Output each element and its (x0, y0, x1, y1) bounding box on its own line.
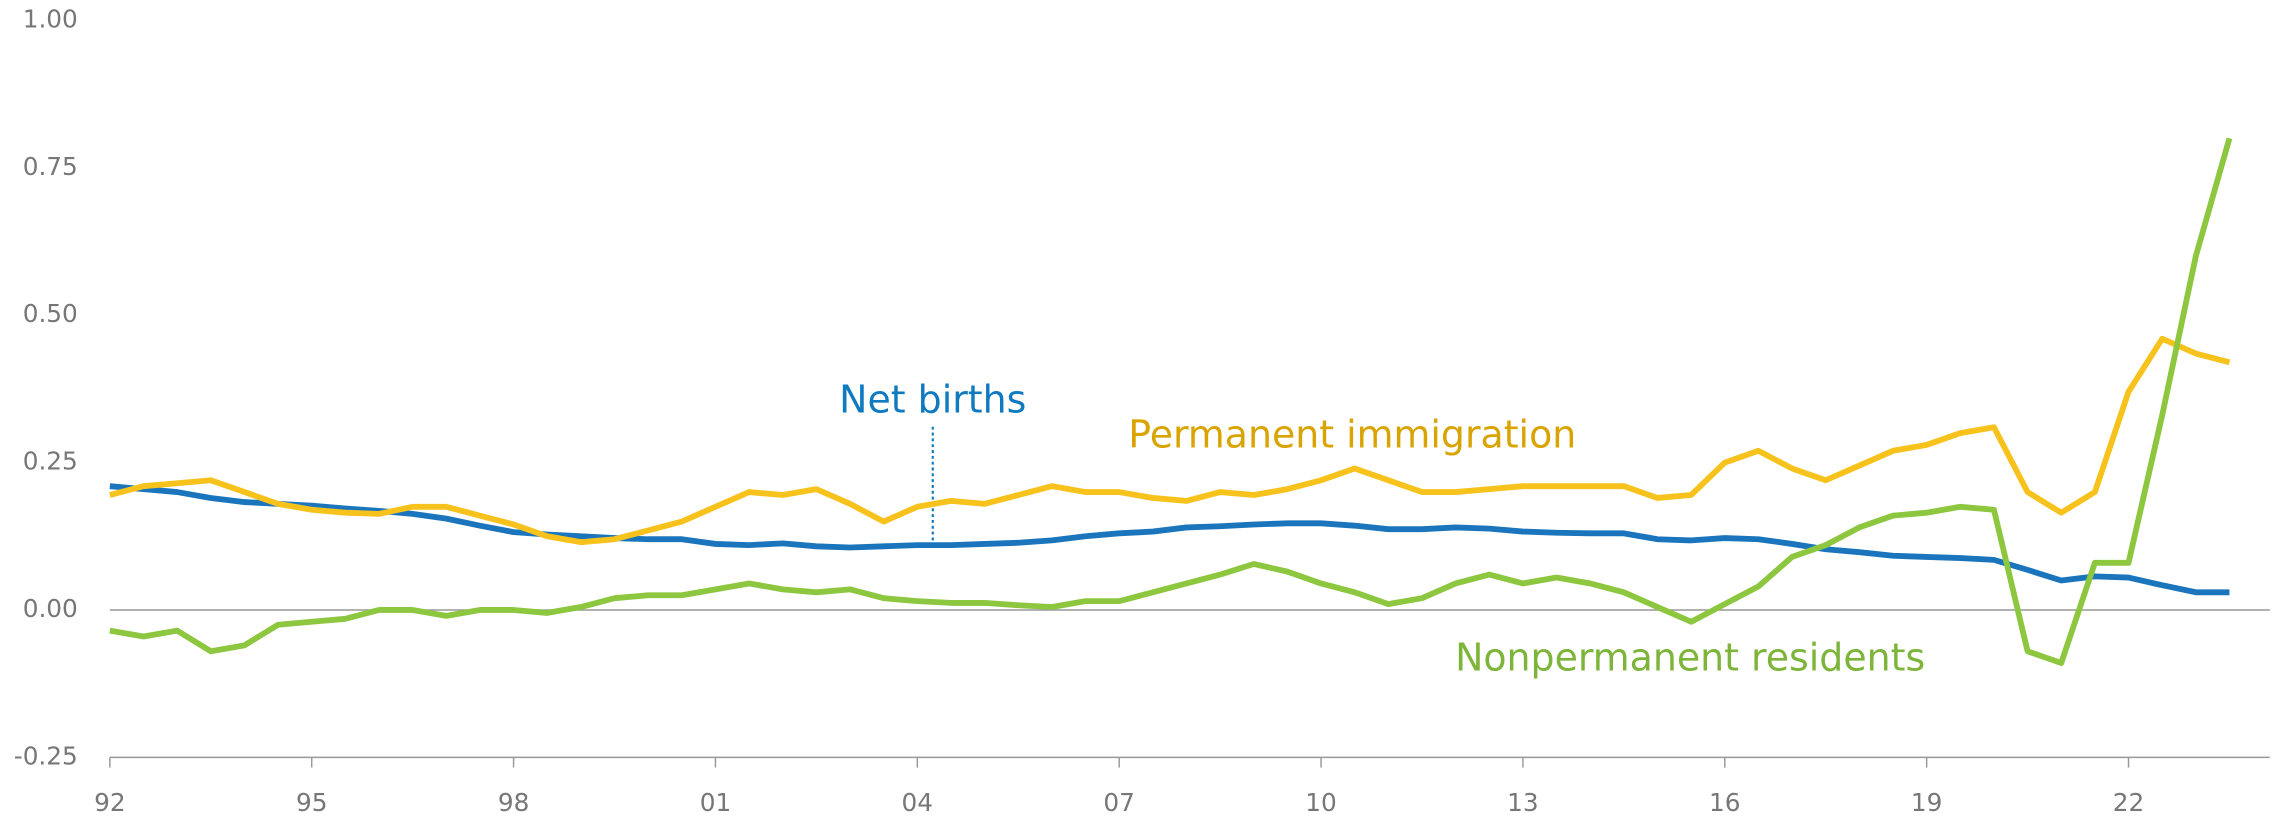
x-tick-label: 16 (1709, 788, 1741, 817)
x-tick-label: 95 (296, 788, 328, 817)
series-label: Nonpermanent residents (1455, 635, 1925, 679)
x-tick-label: 04 (902, 788, 934, 817)
series-line (109, 483, 2230, 596)
series-label: Permanent immigration (1128, 412, 1576, 456)
x-tick-label: 98 (498, 788, 530, 817)
y-tick-label: -0.25 (14, 741, 78, 770)
x-tick-label: 10 (1305, 788, 1337, 817)
y-tick-label: 0.75 (23, 152, 78, 181)
series-line (109, 335, 2231, 546)
series-line (109, 137, 2233, 666)
y-tick-label: 0.25 (23, 447, 78, 476)
y-tick-label: 0.00 (23, 594, 78, 623)
x-tick-label: 13 (1507, 788, 1539, 817)
x-tick-label: 22 (2113, 788, 2145, 817)
y-tick-label: 0.50 (23, 299, 78, 328)
y-tick-label: 1.00 (23, 4, 78, 33)
series-label: Net births (839, 377, 1026, 421)
x-tick-label: 01 (700, 788, 732, 817)
x-tick-label: 07 (1103, 788, 1135, 817)
x-tick-label: 19 (1911, 788, 1943, 817)
x-tick-label: 92 (94, 788, 126, 817)
